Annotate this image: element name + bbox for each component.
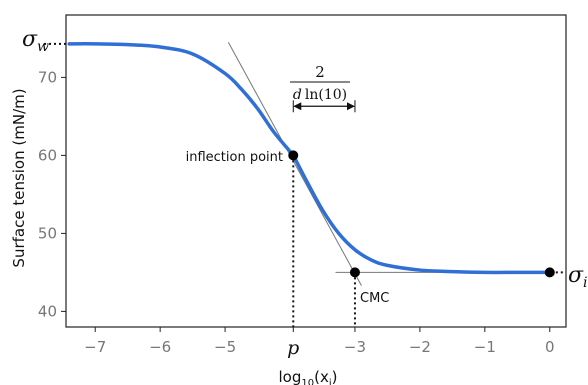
plot-layer bbox=[44, 14, 567, 328]
tick-layer: −7 −6 −5 p −3 −2 −1 0 40 50 60 70 bbox=[38, 68, 555, 359]
sigma-i-label: σi bbox=[568, 263, 588, 291]
inflection-point-label: inflection point bbox=[186, 150, 283, 165]
x-tick-label: p bbox=[287, 337, 299, 359]
x-tick-label: −1 bbox=[474, 338, 496, 356]
x-tick-label: −7 bbox=[84, 338, 106, 356]
cmc-label: CMC bbox=[360, 291, 389, 306]
fraction-numerator: 2 bbox=[315, 63, 325, 81]
endpoint-marker bbox=[544, 267, 555, 278]
y-tick-label: 50 bbox=[38, 224, 57, 242]
y-tick-label: 40 bbox=[38, 302, 57, 320]
x-axis-label: log10(xi) bbox=[279, 368, 338, 385]
surface-tension-curve bbox=[67, 42, 552, 275]
y-tick-label: 60 bbox=[38, 146, 57, 164]
plot-frame bbox=[65, 14, 567, 328]
y-axis-label: Surface tension (mN/m) bbox=[10, 88, 28, 267]
x-tick-label: −2 bbox=[409, 338, 431, 356]
sigma-w-label: σw bbox=[22, 27, 49, 55]
x-tick-label: 0 bbox=[545, 338, 555, 356]
inflection-point-marker bbox=[288, 150, 299, 161]
cmc-marker bbox=[349, 267, 360, 278]
y-tick-label: 70 bbox=[38, 68, 57, 86]
x-tick-label: −6 bbox=[149, 338, 171, 356]
fraction-denominator: d ln(10) bbox=[293, 87, 347, 103]
x-tick-label: −5 bbox=[214, 338, 236, 356]
x-tick-label: −3 bbox=[344, 338, 366, 356]
tangent-line bbox=[227, 42, 362, 286]
fraction-annotation: 2 d ln(10) bbox=[290, 63, 350, 103]
